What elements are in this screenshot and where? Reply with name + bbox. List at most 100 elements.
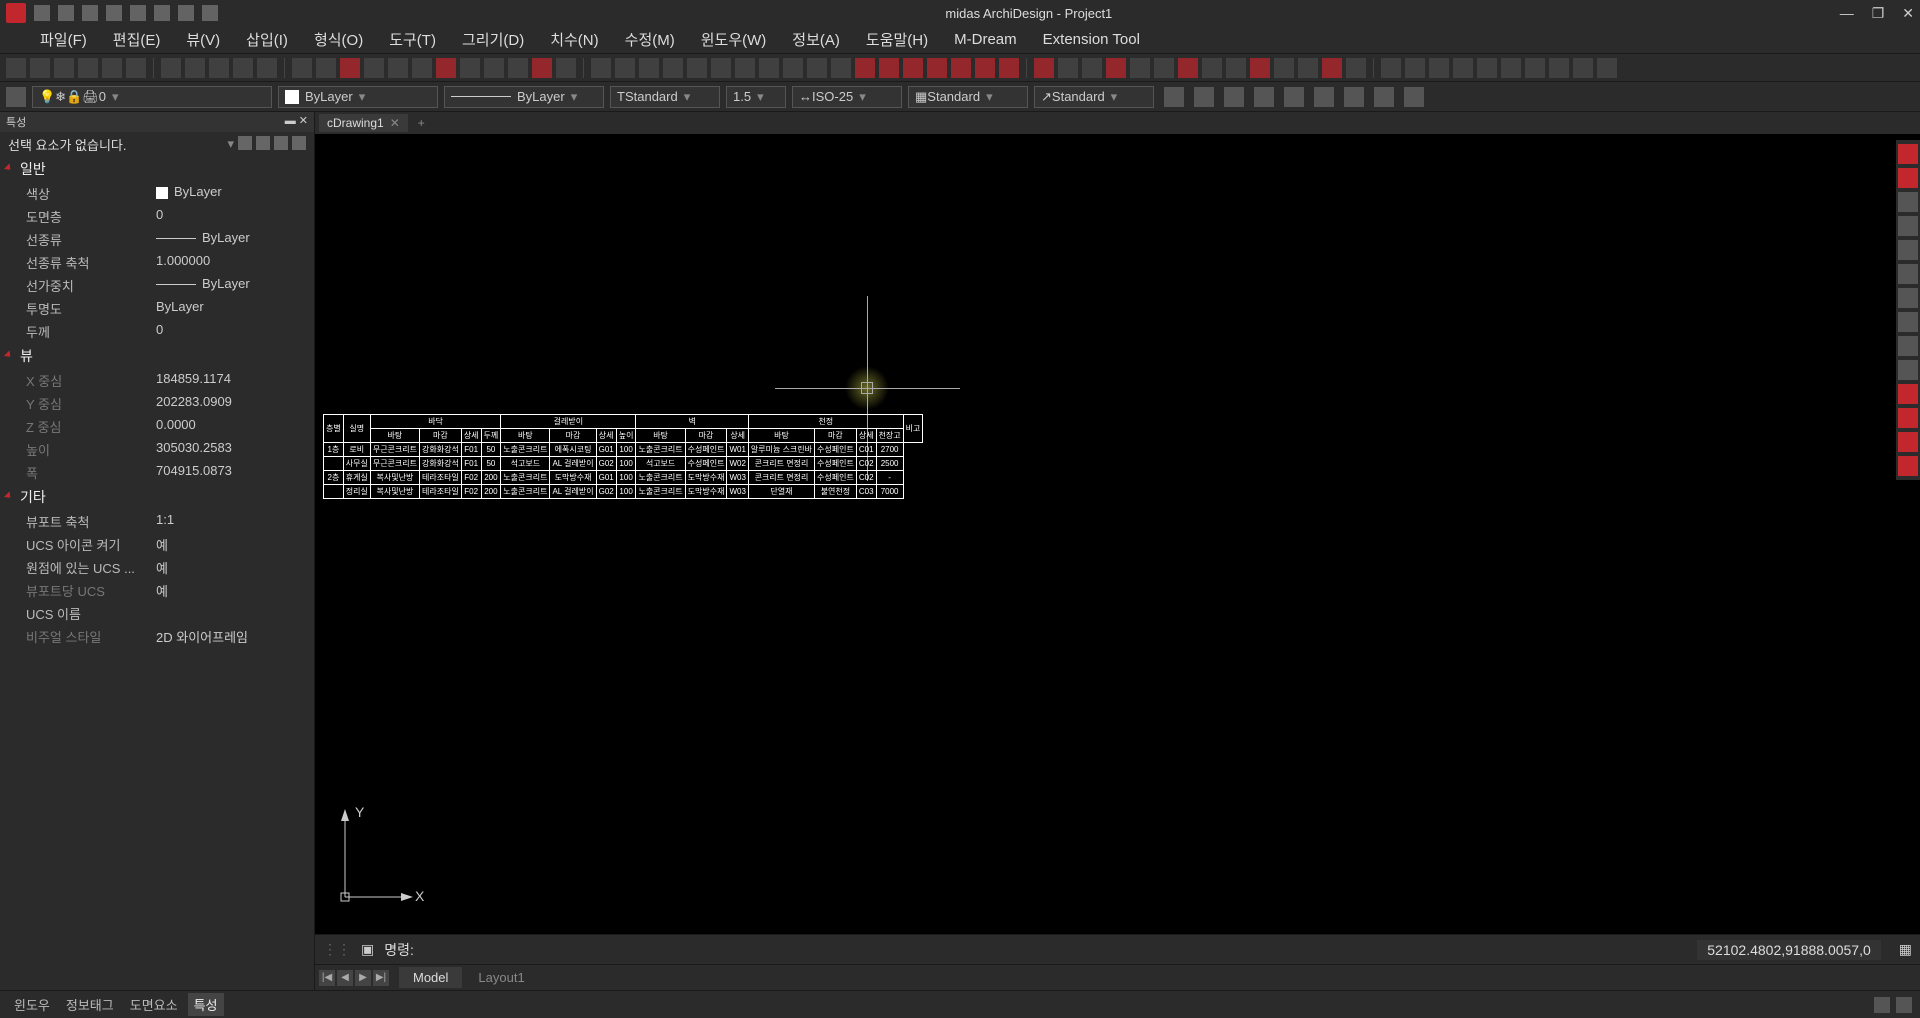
panel-tool-icon[interactable] — [274, 136, 288, 150]
propbar-tool-icon[interactable] — [1374, 87, 1394, 107]
ribbon-tool-icon[interactable] — [1154, 58, 1174, 78]
ribbon-tool-icon[interactable] — [1130, 58, 1150, 78]
qat-export-icon[interactable] — [106, 5, 122, 21]
ribbon-tool-icon[interactable] — [1573, 58, 1593, 78]
ribbon-tool-icon[interactable] — [1034, 58, 1054, 78]
dimstyle-dropdown[interactable]: ↔ ISO-25 — [792, 86, 902, 108]
rtool-icon[interactable] — [1898, 384, 1918, 404]
ribbon-tool-icon[interactable] — [1274, 58, 1294, 78]
ribbon-tool-icon[interactable] — [1082, 58, 1102, 78]
ribbon-tool-icon[interactable] — [1346, 58, 1366, 78]
ribbon-tool-icon[interactable] — [663, 58, 683, 78]
minimize-button[interactable]: — — [1840, 5, 1854, 22]
propbar-tool-icon[interactable] — [1284, 87, 1304, 107]
status-tab[interactable]: 윈도우 — [8, 993, 56, 1016]
textscale-dropdown[interactable]: 1.5 — [726, 86, 786, 108]
menu-insert[interactable]: 삽입(I) — [246, 29, 288, 50]
ribbon-tool-icon[interactable] — [1405, 58, 1425, 78]
ribbon-tool-icon[interactable] — [1226, 58, 1246, 78]
tab-close-icon[interactable]: ✕ — [390, 116, 400, 130]
menu-ext[interactable]: Extension Tool — [1043, 31, 1140, 48]
menu-draw[interactable]: 그리기(D) — [462, 29, 524, 50]
ribbon-tool-icon[interactable] — [126, 58, 146, 78]
rtool-icon[interactable] — [1898, 144, 1918, 164]
propbar-tool-icon[interactable] — [1404, 87, 1424, 107]
menu-format[interactable]: 형식(O) — [314, 29, 363, 50]
ribbon-tool-icon[interactable] — [687, 58, 707, 78]
rtool-icon[interactable] — [1898, 288, 1918, 308]
propbar-tool-icon[interactable] — [1344, 87, 1364, 107]
ribbon-tool-icon[interactable] — [54, 58, 74, 78]
ribbon-tool-icon[interactable] — [233, 58, 253, 78]
tab-nav-last[interactable]: ▶| — [373, 970, 389, 986]
rtool-icon[interactable] — [1898, 432, 1918, 452]
new-tab-button[interactable]: + — [412, 116, 431, 130]
ribbon-tool-icon[interactable] — [903, 58, 923, 78]
group-general[interactable]: 일반 — [0, 156, 314, 182]
textstyle-dropdown[interactable]: T Standard — [610, 86, 720, 108]
ribbon-tool-icon[interactable] — [1298, 58, 1318, 78]
ribbon-tool-icon[interactable] — [316, 58, 336, 78]
status-tab[interactable]: 도면요소 — [124, 993, 184, 1016]
ribbon-tool-icon[interactable] — [484, 58, 504, 78]
layer-dropdown[interactable]: 💡❄🔒🖨 0 — [32, 86, 272, 108]
tab-nav-next[interactable]: ▶ — [355, 970, 371, 986]
ribbon-tool-icon[interactable] — [1381, 58, 1401, 78]
rtool-icon[interactable] — [1898, 192, 1918, 212]
ribbon-tool-icon[interactable] — [759, 58, 779, 78]
ribbon-tool-icon[interactable] — [556, 58, 576, 78]
propbar-tool-icon[interactable] — [1194, 87, 1214, 107]
rtool-icon[interactable] — [1898, 216, 1918, 236]
ribbon-tool-icon[interactable] — [257, 58, 277, 78]
ribbon-tool-icon[interactable] — [591, 58, 611, 78]
status-tab-active[interactable]: 특성 — [188, 993, 224, 1016]
ribbon-tool-icon[interactable] — [879, 58, 899, 78]
prop-uic-value[interactable]: 예 — [156, 535, 168, 554]
prop-layer-value[interactable]: 0 — [156, 207, 163, 226]
qat-print-icon[interactable] — [130, 5, 146, 21]
prop-uor-value[interactable]: 예 — [156, 558, 168, 577]
color-dropdown[interactable]: ByLayer — [278, 86, 438, 108]
ribbon-tool-icon[interactable] — [735, 58, 755, 78]
ribbon-tool-icon[interactable] — [1453, 58, 1473, 78]
ribbon-tool-icon[interactable] — [436, 58, 456, 78]
ribbon-tool-icon[interactable] — [615, 58, 635, 78]
layout-tab[interactable]: Layout1 — [464, 967, 538, 988]
menu-window[interactable]: 윈도우(W) — [701, 29, 767, 50]
ribbon-tool-icon[interactable] — [340, 58, 360, 78]
ribbon-tool-icon[interactable] — [532, 58, 552, 78]
ribbon-tool-icon[interactable] — [807, 58, 827, 78]
panel-tool-icon[interactable] — [238, 136, 252, 150]
ribbon-tool-icon[interactable] — [855, 58, 875, 78]
panel-tool-icon[interactable] — [292, 136, 306, 150]
ribbon-tool-icon[interactable] — [388, 58, 408, 78]
linetype-dropdown[interactable]: ByLayer — [444, 86, 604, 108]
prop-vs-value[interactable]: 1:1 — [156, 512, 174, 531]
panel-close-icon[interactable]: ▬ ✕ — [285, 114, 308, 130]
qat-undo-icon[interactable] — [178, 5, 194, 21]
prop-thk-value[interactable]: 0 — [156, 322, 163, 341]
menu-file[interactable]: 파일(F) — [40, 29, 87, 50]
propbar-tool-icon[interactable] — [1224, 87, 1244, 107]
ribbon-tool-icon[interactable] — [78, 58, 98, 78]
rtool-icon[interactable] — [1898, 312, 1918, 332]
ribbon-tool-icon[interactable] — [209, 58, 229, 78]
ribbon-tool-icon[interactable] — [1501, 58, 1521, 78]
qat-open-icon[interactable] — [58, 5, 74, 21]
menu-mdream[interactable]: M-Dream — [954, 31, 1017, 48]
menu-info[interactable]: 정보(A) — [792, 29, 840, 50]
tab-nav-prev[interactable]: ◀ — [337, 970, 353, 986]
ribbon-tool-icon[interactable] — [292, 58, 312, 78]
ribbon-tool-icon[interactable] — [999, 58, 1019, 78]
grid-toggle-icon[interactable]: ▦ — [1899, 941, 1912, 958]
close-button[interactable]: ✕ — [1902, 5, 1914, 22]
maximize-button[interactable]: ❐ — [1872, 5, 1885, 22]
rtool-icon[interactable] — [1898, 336, 1918, 356]
ribbon-tool-icon[interactable] — [1178, 58, 1198, 78]
ribbon-tool-icon[interactable] — [1597, 58, 1617, 78]
menu-dim[interactable]: 치수(N) — [550, 29, 598, 50]
propbar-tool-icon[interactable] — [1314, 87, 1334, 107]
propbar-tool-icon[interactable] — [1254, 87, 1274, 107]
ribbon-tool-icon[interactable] — [1250, 58, 1270, 78]
ribbon-tool-icon[interactable] — [1525, 58, 1545, 78]
